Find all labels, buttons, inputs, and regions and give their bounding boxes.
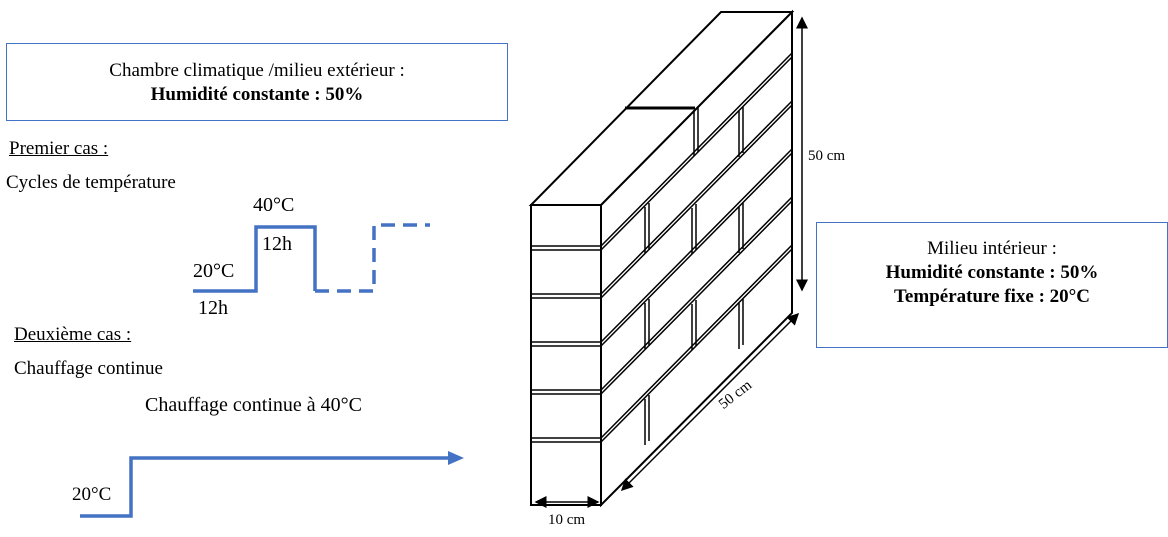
case1-cycle-dashed-line <box>315 223 430 293</box>
case1-heading: Premier cas : <box>9 138 109 159</box>
inner-box-title: Milieu intérieur : <box>927 238 1057 259</box>
inner-environment-box: Milieu intérieur : Humidité constante : … <box>816 222 1168 348</box>
inner-box-humidity: Humidité constante : 50% <box>885 262 1099 283</box>
case1-high-duration-label: 12h <box>262 233 292 255</box>
outer-environment-box: Chambre climatique /milieu extérieur : H… <box>6 43 508 121</box>
case2-heading: Deuxième cas : <box>14 324 132 345</box>
case2-subtitle: Chauffage continue <box>14 358 163 378</box>
case1-high-temp-label: 40°C <box>253 194 295 216</box>
wall-front-mortar <box>531 245 601 443</box>
case1-low-temp-label: 20°C <box>193 260 235 282</box>
case1-low-duration-label: 12h <box>198 297 228 319</box>
case2-start-temp-label: 20°C <box>72 484 112 505</box>
wall-thickness-label: 10 cm <box>548 512 586 528</box>
case2-heating-line <box>80 456 452 518</box>
case2-arrow-head <box>448 451 464 465</box>
case1-subtitle: Cycles de température <box>6 172 176 193</box>
case2-continuous-label: Chauffage continue à 40°C <box>145 394 363 416</box>
wall-height-label: 50 cm <box>808 148 846 164</box>
outer-box-title: Chambre climatique /milieu extérieur : <box>109 60 405 81</box>
case1-cycle-solid-line <box>193 225 317 293</box>
outer-box-humidity: Humidité constante : 50% <box>150 84 364 105</box>
wall-length-arrow <box>620 312 800 492</box>
wall-front-face <box>530 204 602 506</box>
inner-box-temperature: Température fixe : 20°C <box>894 286 1090 307</box>
